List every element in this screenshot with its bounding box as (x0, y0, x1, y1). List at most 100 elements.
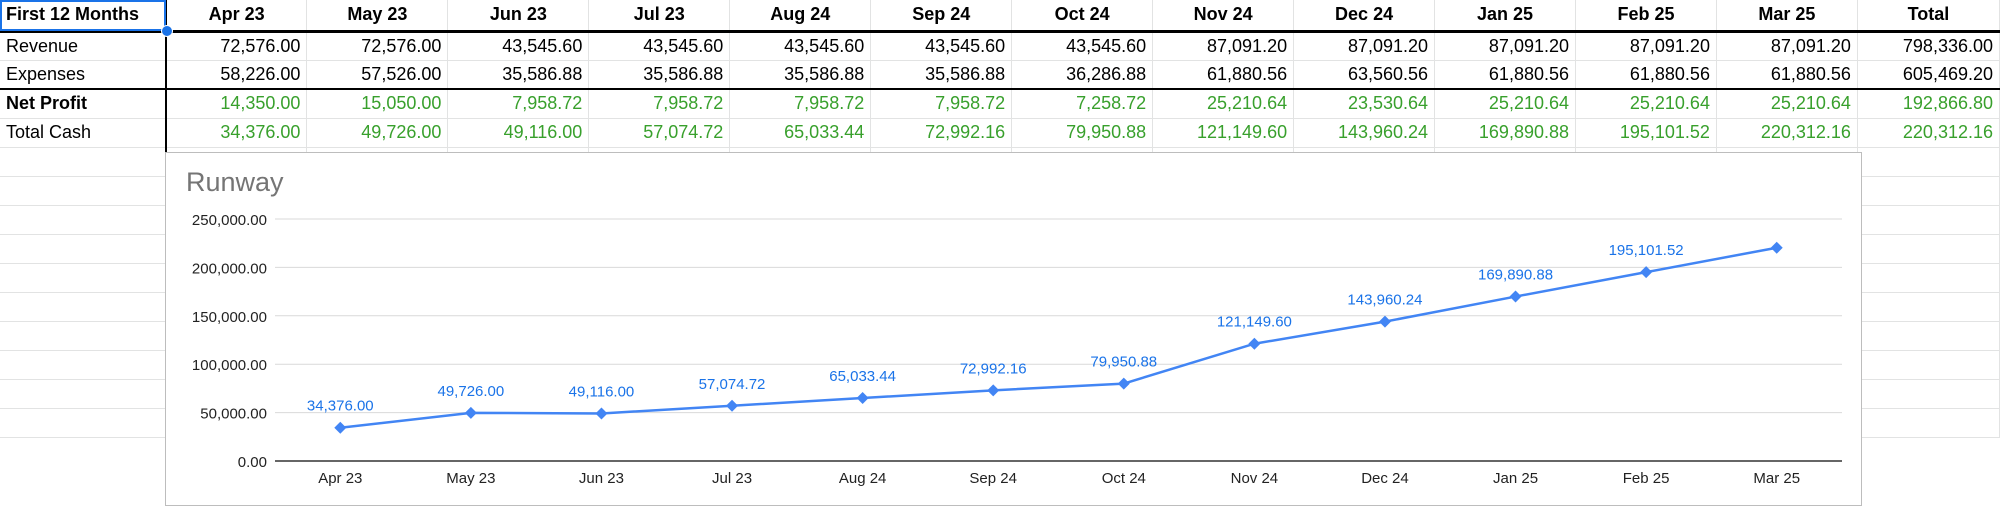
total-cell[interactable]: 605,469.20 (1857, 60, 2000, 90)
data-point-marker[interactable] (464, 406, 477, 419)
empty-cell[interactable] (1857, 205, 2000, 235)
header-cell-month[interactable]: Oct 24 (1011, 0, 1154, 33)
empty-cell[interactable] (1857, 263, 2000, 293)
empty-cell[interactable] (0, 292, 167, 322)
data-cell[interactable]: 121,149.60 (1152, 118, 1295, 148)
data-cell[interactable]: 25,210.64 (1716, 89, 1858, 119)
empty-cell[interactable] (0, 205, 167, 235)
data-point-marker[interactable] (1640, 266, 1653, 279)
data-point-marker[interactable] (1770, 241, 1783, 254)
header-cell-first-12-months[interactable]: First 12 Months (0, 0, 167, 33)
data-cell[interactable]: 87,091.20 (1716, 31, 1858, 61)
data-cell[interactable]: 43,545.60 (729, 31, 872, 61)
empty-cell[interactable] (1857, 176, 2000, 206)
data-cell[interactable]: 79,950.88 (1011, 118, 1154, 148)
header-cell-month[interactable]: Feb 25 (1575, 0, 1717, 33)
data-cell[interactable]: 195,101.52 (1575, 118, 1717, 148)
header-cell-month[interactable]: Aug 24 (729, 0, 872, 33)
data-cell[interactable]: 15,050.00 (306, 89, 449, 119)
data-cell[interactable]: 35,586.88 (447, 60, 590, 90)
data-cell[interactable]: 72,576.00 (306, 31, 449, 61)
empty-cell[interactable] (1857, 350, 2000, 380)
empty-cell[interactable] (0, 234, 167, 264)
data-cell[interactable]: 7,958.72 (729, 89, 872, 119)
data-cell[interactable]: 72,576.00 (165, 31, 308, 61)
empty-cell[interactable] (0, 263, 167, 293)
runway-chart[interactable]: 0.00 50,000.00 100,000.00 150,000.00 200,000… (165, 152, 1862, 506)
data-cell[interactable]: 87,091.20 (1293, 31, 1436, 61)
data-cell[interactable]: 7,958.72 (588, 89, 731, 119)
data-cell[interactable]: 61,880.56 (1575, 60, 1717, 90)
header-cell-month[interactable]: May 23 (306, 0, 449, 33)
data-cell[interactable]: 169,890.88 (1434, 118, 1576, 148)
empty-cell[interactable] (0, 176, 167, 206)
data-point-marker[interactable] (1378, 315, 1391, 328)
data-cell[interactable]: 49,116.00 (447, 118, 590, 148)
data-point-marker[interactable] (856, 392, 869, 405)
row-label-cell[interactable]: Net Profit (0, 89, 167, 119)
data-point-marker[interactable] (1117, 377, 1130, 390)
data-point-marker[interactable] (595, 407, 608, 420)
header-cell-month[interactable]: Sep 24 (870, 0, 1013, 33)
data-cell[interactable]: 57,526.00 (306, 60, 449, 90)
header-cell-month[interactable]: Jan 25 (1434, 0, 1576, 33)
data-point-marker[interactable] (334, 421, 347, 434)
data-cell[interactable]: 25,210.64 (1434, 89, 1576, 119)
data-cell[interactable]: 43,545.60 (447, 31, 590, 61)
data-cell[interactable]: 35,586.88 (729, 60, 872, 90)
header-cell-month[interactable]: Apr 23 (165, 0, 308, 33)
header-cell-month[interactable]: Dec 24 (1293, 0, 1436, 33)
empty-cell[interactable] (1857, 292, 2000, 322)
data-cell[interactable]: 23,530.64 (1293, 89, 1436, 119)
data-cell[interactable]: 61,880.56 (1716, 60, 1858, 90)
data-cell[interactable]: 35,586.88 (870, 60, 1013, 90)
data-cell[interactable]: 58,226.00 (165, 60, 308, 90)
empty-cell[interactable] (1857, 379, 2000, 409)
data-cell[interactable]: 57,074.72 (588, 118, 731, 148)
header-cell-month[interactable]: Jun 23 (447, 0, 590, 33)
row-label-cell[interactable]: Revenue (0, 31, 167, 61)
data-cell[interactable]: 34,376.00 (165, 118, 308, 148)
total-cell[interactable]: 192,866.80 (1857, 89, 2000, 119)
data-cell[interactable]: 43,545.60 (870, 31, 1013, 61)
empty-cell[interactable] (0, 408, 167, 438)
data-cell[interactable]: 49,726.00 (306, 118, 449, 148)
data-cell[interactable]: 36,286.88 (1011, 60, 1154, 90)
data-cell[interactable]: 220,312.16 (1716, 118, 1858, 148)
data-cell[interactable]: 43,545.60 (1011, 31, 1154, 61)
total-cell[interactable]: 220,312.16 (1857, 118, 2000, 148)
empty-cell[interactable] (1857, 234, 2000, 264)
empty-cell[interactable] (0, 147, 167, 177)
data-point-marker[interactable] (726, 399, 739, 412)
data-cell[interactable]: 87,091.20 (1434, 31, 1576, 61)
data-cell[interactable]: 143,960.24 (1293, 118, 1436, 148)
header-cell-month[interactable]: Mar 25 (1716, 0, 1858, 33)
selection-fill-handle[interactable] (161, 25, 173, 37)
data-cell[interactable]: 7,258.72 (1011, 89, 1154, 119)
data-cell[interactable]: 25,210.64 (1152, 89, 1295, 119)
data-cell[interactable]: 7,958.72 (870, 89, 1013, 119)
data-point-marker[interactable] (1248, 337, 1261, 350)
empty-cell[interactable] (1857, 321, 2000, 351)
header-cell-month[interactable]: Nov 24 (1152, 0, 1295, 33)
data-cell[interactable]: 63,560.56 (1293, 60, 1436, 90)
empty-cell[interactable] (0, 321, 167, 351)
data-cell[interactable]: 7,958.72 (447, 89, 590, 119)
data-cell[interactable]: 65,033.44 (729, 118, 872, 148)
row-label-cell[interactable]: Total Cash (0, 118, 167, 148)
total-cell[interactable]: 798,336.00 (1857, 31, 2000, 61)
data-cell[interactable]: 43,545.60 (588, 31, 731, 61)
data-cell[interactable]: 72,992.16 (870, 118, 1013, 148)
data-point-marker[interactable] (987, 384, 1000, 397)
data-cell[interactable]: 14,350.00 (165, 89, 308, 119)
data-point-marker[interactable] (1509, 290, 1522, 303)
data-cell[interactable]: 61,880.56 (1434, 60, 1576, 90)
data-cell[interactable]: 61,880.56 (1152, 60, 1295, 90)
empty-cell[interactable] (1857, 147, 2000, 177)
header-cell-month[interactable]: Jul 23 (588, 0, 731, 33)
data-cell[interactable]: 87,091.20 (1152, 31, 1295, 61)
empty-cell[interactable] (0, 350, 167, 380)
data-cell[interactable]: 35,586.88 (588, 60, 731, 90)
row-label-cell[interactable]: Expenses (0, 60, 167, 90)
header-cell-total[interactable]: Total (1857, 0, 2000, 33)
